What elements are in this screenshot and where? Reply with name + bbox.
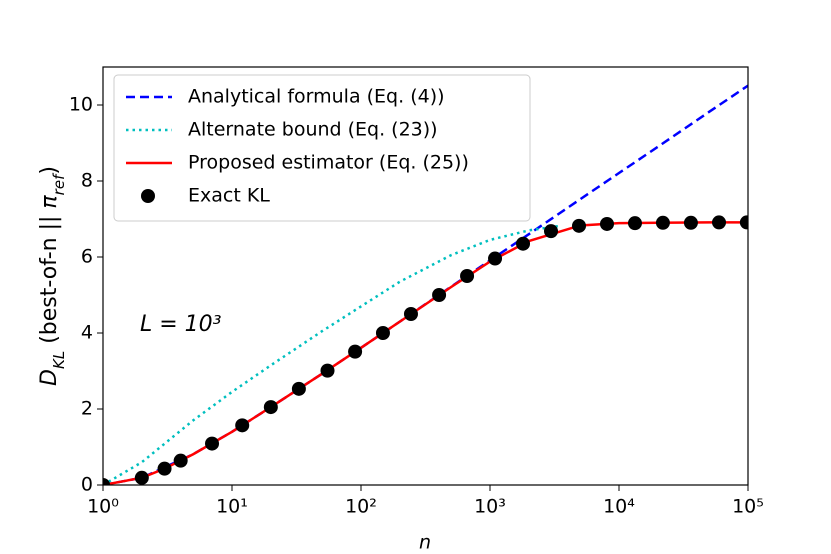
annotation: L = 10³ (140, 312, 222, 337)
y-label-part: ) (37, 166, 62, 175)
data-point (103, 478, 110, 485)
y-tick-label: 10 (69, 94, 93, 116)
y-label-part: KL (50, 351, 68, 369)
y-axis-label: DKL (best-of-n || πref) (37, 166, 68, 386)
y-tick-label: 8 (81, 170, 93, 192)
x-tick-label: 10⁵ (732, 496, 764, 518)
series-line (103, 224, 561, 485)
data-point (516, 236, 531, 251)
y-tick-label: 2 (81, 398, 93, 420)
legend-label: Alternate bound (Eq. (23)) (188, 119, 438, 141)
legend-label: Exact KL (188, 185, 270, 207)
x-tick-label: 10³ (474, 496, 506, 518)
x-axis-label: n (419, 532, 431, 554)
x-tick-label: 10¹ (216, 496, 248, 518)
data-point (683, 215, 698, 230)
data-point (488, 251, 503, 266)
data-point (712, 215, 727, 230)
data-point (134, 470, 149, 485)
data-point (739, 215, 748, 230)
data-point (320, 363, 335, 378)
data-point (599, 216, 614, 231)
y-tick-label: 4 (81, 322, 93, 344)
data-point (157, 461, 172, 476)
y-label-part: ref (50, 172, 68, 195)
series-line (103, 221, 748, 485)
data-point (572, 218, 587, 233)
y-tick-label: 6 (81, 246, 93, 268)
data-point (375, 326, 390, 340)
x-tick-label: 10⁰ (87, 496, 119, 518)
data-point (235, 418, 250, 433)
data-point (263, 400, 278, 415)
x-tick-label: 10⁴ (603, 496, 635, 518)
y-label-part: π (37, 195, 62, 209)
data-point (432, 288, 447, 302)
data-point (291, 381, 306, 396)
data-point (173, 453, 188, 468)
data-point (348, 344, 363, 359)
y-label-part: (best-of-n || (37, 209, 62, 351)
legend-box (113, 74, 531, 222)
y-label-part: D (37, 369, 62, 386)
data-point (655, 215, 670, 230)
data-point (544, 224, 559, 239)
legend-marker (141, 189, 155, 203)
x-tick-label: 10² (345, 496, 377, 518)
data-point (460, 269, 475, 283)
legend-label: Proposed estimator (Eq. (25)) (188, 152, 469, 174)
legend-label: Analytical formula (Eq. (4)) (188, 86, 445, 108)
plot-frame (102, 66, 749, 486)
data-point (627, 216, 642, 231)
data-point (403, 307, 418, 321)
data-point (205, 436, 220, 451)
y-tick-label: 0 (81, 474, 93, 496)
